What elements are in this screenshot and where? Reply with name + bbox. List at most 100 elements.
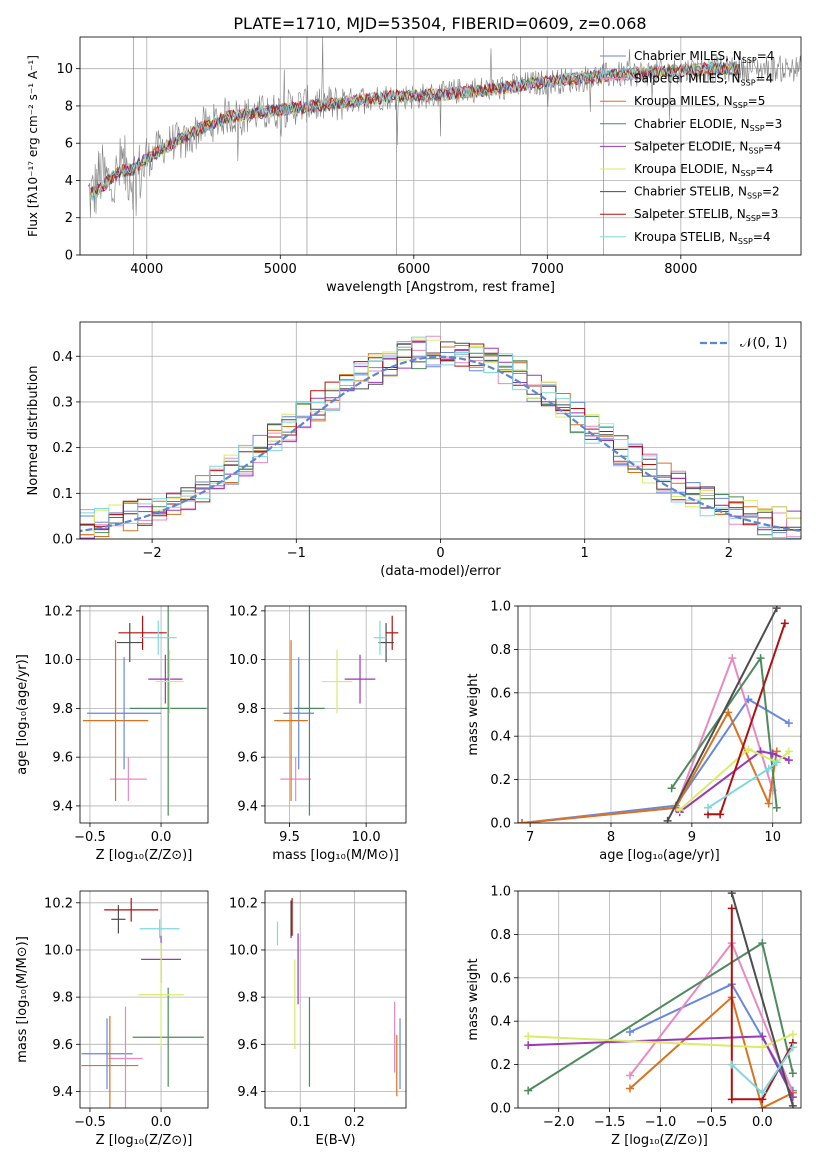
y-tick-label: 10.2 (229, 604, 258, 619)
y-tick-label: 0.8 (490, 643, 511, 658)
y-tick-label: 6 (65, 137, 73, 152)
x-tick-label: 5000 (264, 262, 297, 277)
y-tick-label: 9.8 (52, 991, 73, 1006)
y-tick-label: 0.3 (52, 395, 73, 410)
weight-marker-salpeter_elodie (784, 756, 793, 765)
weight-marker-chabrier_stelib (663, 816, 672, 823)
plot-area (80, 335, 801, 539)
x-tick-label: 0.0 (752, 1115, 773, 1130)
plot-area (274, 606, 399, 816)
weight-marker-chabrier_miles (625, 1028, 634, 1037)
x-tick-label: 9.5 (279, 830, 300, 845)
y-tick-label: 10.0 (44, 653, 73, 668)
gaussian-reference-curve (80, 355, 801, 533)
y-tick-label: 0.0 (52, 533, 73, 548)
x-tick-label: −0.5 (74, 830, 106, 845)
x-tick-label: 0.0 (151, 830, 172, 845)
panel-mass_vs_ebv: 0.1 0.2 9.4 9.6 9.8 10.0 10.2 E(B-V) (229, 890, 407, 1148)
weight-marker-salpeter_stelib (780, 619, 789, 628)
x-tick-label: 7000 (531, 262, 564, 277)
x-tick-label: 7 (526, 830, 534, 845)
legend-label-chabrier_elodie: Chabrier ELODIE, NSSP=3 (634, 117, 782, 133)
panel-age_vs_mass: 9.5 10.0 9.4 9.6 9.8 10.0 10.2 mass [log₁₀(M/M⊙… (229, 604, 407, 863)
axes-border (517, 605, 802, 824)
axes-frame: −2.0 −1.5 −1.0 −0.5 0.0 0.0 0.2 0.4 0.6 0.8 1.0 Z [… (466, 885, 802, 1148)
y-tick-label: 0.4 (490, 730, 511, 745)
x-tick-label: −1.0 (645, 1115, 677, 1130)
weight-marker-kroupa_stelib (758, 1088, 767, 1097)
y-tick-label: 0.1 (52, 487, 73, 502)
axes-frame: 4000 5000 6000 7000 8000 0 2 4 6 8 10 wavelength [A… (26, 36, 802, 295)
panel-spectrum: 4000 5000 6000 7000 8000 0 2 4 6 8 10 wavelength [A… (26, 36, 802, 295)
legend-label-kroupa_miles: Kroupa MILES, NSSP=5 (634, 94, 765, 110)
weight-line-kroupa_elodie (679, 748, 790, 811)
axes-frame: −0.5 0.0 9.4 9.6 9.8 10.0 10.2 Z [log₁₀(Z/Z⊙)] m… (15, 890, 209, 1148)
weight-marker-kroupa_miles (625, 1084, 634, 1093)
histogram-chabrier_stelib (80, 341, 801, 531)
grid (265, 891, 406, 1108)
y-tick-label: 10.0 (229, 653, 258, 668)
y-tick-label: 2 (65, 211, 73, 226)
x-tick-label: 10 (764, 830, 781, 845)
weight-marker-salpeter_miles (625, 1071, 634, 1080)
weight-marker-chabrier_elodie (524, 1086, 533, 1095)
figure-title: PLATE=1710, MJD=53504, FIBERID=0609, z=0… (233, 14, 646, 33)
weight-marker-kroupa_elodie (675, 805, 684, 814)
y-tick-label: 10.0 (229, 943, 258, 958)
panel-weight_vs_z: −2.0 −1.5 −1.0 −0.5 0.0 0.0 0.2 0.4 0.6 0.8 1.0 Z [… (466, 885, 802, 1148)
y-tick-label: 1.0 (490, 600, 511, 615)
weight-marker-kroupa_miles (758, 1104, 767, 1108)
legend-label-salpeter_miles: Salpeter MILES, NSSP=4 (634, 72, 773, 88)
y-tick-label: 8 (65, 99, 73, 114)
axes-frame: −0.5 0.0 9.4 9.6 9.8 10.0 10.2 Z [log₁₀(Z/Z⊙)] a… (15, 604, 209, 863)
axes-border (79, 605, 209, 824)
x-tick-label: −0.5 (74, 1115, 106, 1130)
weight-marker-salpeter_miles (728, 654, 737, 663)
x-axis-label: Z [log₁₀(Z/Z⊙)] (96, 848, 193, 863)
y-axis-label: Normed distribution (26, 366, 41, 496)
weight-marker-salpeter_stelib (716, 810, 725, 819)
weight-marker-chabrier_elodie (756, 654, 765, 663)
y-tick-label: 0.4 (490, 1015, 511, 1030)
weight-marker-kroupa_stelib (727, 1060, 736, 1069)
weight-marker-kroupa_stelib (772, 758, 781, 767)
x-axis-label: age [log₁₀(age/yr)] (599, 848, 720, 863)
y-tick-label: 0.8 (490, 928, 511, 943)
weight-marker-kroupa_elodie (744, 745, 753, 754)
legend-label-kroupa_elodie: Kroupa ELODIE, NSSP=4 (634, 162, 773, 178)
weight-marker-chabrier_stelib (727, 891, 736, 898)
x-tick-label: 8000 (664, 262, 697, 277)
axes-border (79, 321, 802, 540)
grid (518, 605, 801, 824)
y-tick-label: 0.6 (490, 971, 511, 986)
y-tick-label: 9.6 (237, 751, 258, 766)
weight-line-chabrier_stelib (730, 892, 794, 1107)
axes-border (264, 890, 407, 1109)
y-tick-label: 9.4 (52, 1085, 73, 1100)
y-axis-label: age [log₁₀(age/yr)] (15, 654, 30, 775)
weight-marker-salpeter_stelib (727, 1095, 736, 1104)
axes-border (79, 890, 209, 1109)
x-tick-label: 0.2 (344, 1115, 365, 1130)
legend-label-salpeter_stelib: Salpeter STELIB, NSSP=3 (634, 207, 778, 223)
x-axis-label: E(B-V) (315, 1133, 355, 1148)
weight-marker-chabrier_stelib (772, 606, 781, 613)
x-axis-label: Z [log₁₀(Z/Z⊙)] (96, 1133, 193, 1148)
legend-label-chabrier_miles: Chabrier MILES, NSSP=4 (634, 49, 774, 65)
axes-frame: −2 −1 0 1 2 0.0 0.1 0.2 0.3 0.4 (data-model)/error… (26, 321, 802, 579)
y-tick-label: 0.2 (490, 773, 511, 788)
plot-area (82, 606, 207, 816)
grid (265, 606, 406, 823)
y-tick-label: 0.0 (490, 1102, 511, 1117)
panel-age_vs_z: −0.5 0.0 9.4 9.6 9.8 10.0 10.2 Z [log₁₀(Z/Z⊙)] a… (15, 604, 209, 863)
x-axis-label: (data-model)/error (380, 564, 501, 579)
y-tick-label: 0.0 (490, 817, 511, 832)
weight-marker-salpeter_elodie (524, 1041, 533, 1050)
weight-line-chabrier_miles (521, 697, 790, 823)
x-tick-label: 1 (581, 546, 589, 561)
legend-label-salpeter_elodie: Salpeter ELODIE, NSSP=4 (634, 139, 781, 155)
weight-marker-chabrier_elodie (758, 939, 767, 948)
x-tick-label: 0 (436, 546, 444, 561)
weight-marker-chabrier_elodie (667, 784, 676, 793)
